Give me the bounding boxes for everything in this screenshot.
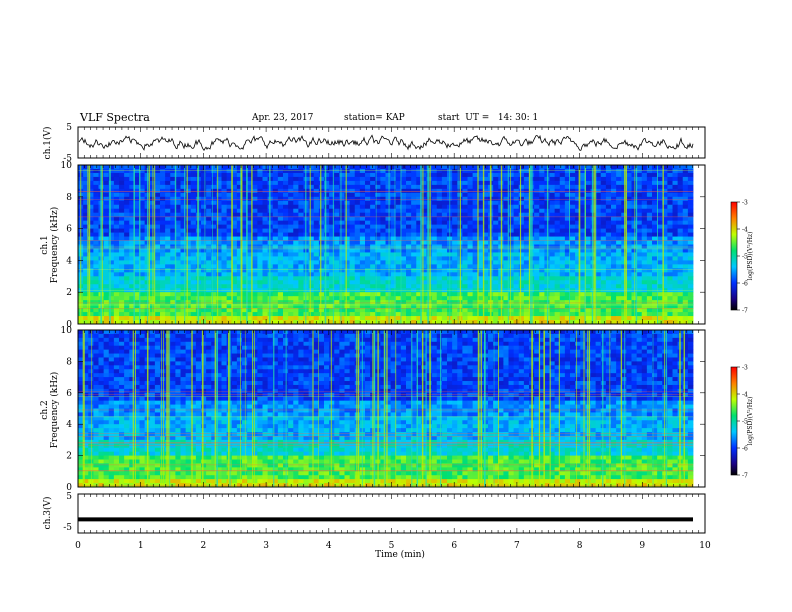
ch1-spectrogram (78, 165, 694, 325)
spec-ytick-label: 6 (66, 389, 72, 399)
station-label: station= KAP (344, 113, 405, 123)
ch1-waveform-panel: 5 -5 ch.1(V) (42, 123, 706, 164)
colorbar-tick-label: -5 (742, 254, 748, 261)
figure-title: VLF Spectra (80, 111, 150, 124)
ch1-spectrogram-panel: 0 2 4 6 8 10 ch.1 Frequency (kHz) (40, 161, 706, 330)
ch3-ylabel: ch.3(V) (42, 497, 53, 530)
colorbar-tick-label: -3 (742, 200, 748, 207)
ch2-spec-ylabel-prefix: ch.2 (40, 400, 50, 419)
ch1-ylabel: ch.1(V) (42, 127, 53, 160)
spec-ytick-label: 10 (61, 161, 73, 171)
colorbar-tick-label: -4 (742, 392, 748, 399)
x-tick-label: 6 (451, 541, 457, 551)
spec-ytick-label: 4 (66, 420, 72, 430)
spec-ytick-label: 4 (66, 256, 72, 266)
ch1-trace (78, 134, 694, 152)
ch2-spec-ylabel: Frequency (kHz) (49, 372, 60, 449)
x-axis: 0 1 2 3 4 5 6 7 8 9 10 (75, 127, 711, 551)
colorbar-tick-label: -6 (742, 281, 748, 288)
colorbar-1: -3 -4 -5 -6 -7 log(PSD)(V²/Hz) (730, 200, 754, 315)
spec-ytick-label: 2 (66, 452, 72, 462)
ch1-ytick-top: 5 (66, 123, 72, 133)
ch3-waveform-panel: 5 -5 ch.3(V) (42, 492, 706, 534)
start-time-label: start UT = 14: 30: 1 (438, 113, 539, 123)
x-tick-label: 1 (138, 541, 144, 551)
colorbar-tick-label: -3 (742, 365, 748, 372)
x-tick-label: 10 (699, 541, 711, 551)
ch1-ytick-bottom: -5 (63, 154, 72, 164)
colorbar-tick-label: -7 (742, 473, 748, 480)
spec-ytick-label: 6 (66, 225, 72, 235)
x-tick-label: 9 (639, 541, 645, 551)
spec-ytick-label: 0 (66, 483, 72, 493)
x-tick-label: 7 (514, 541, 520, 551)
colorbar-tick-label: -4 (742, 227, 748, 234)
spec-ytick-label: 8 (66, 357, 72, 367)
ch1-spec-ylabel-prefix: ch.1 (40, 235, 50, 254)
x-tick-label: 5 (389, 541, 395, 551)
x-axis-label: Time (min) (375, 549, 425, 560)
ch3-ytick-bottom: -5 (63, 523, 72, 533)
spec-ytick-label: 2 (66, 288, 72, 298)
x-tick-label: 4 (326, 541, 332, 551)
x-tick-label: 2 (201, 541, 207, 551)
spec-ytick-label: 10 (61, 326, 73, 336)
ch2-spectrogram (78, 330, 694, 488)
colorbar-tick-label: -6 (742, 446, 748, 453)
spec-ytick-label: 0 (66, 320, 72, 330)
colorbar-2-label: log(PSD)(V²/Hz) (747, 397, 754, 446)
colorbar-tick-label: -7 (742, 308, 748, 315)
colorbar-2: -3 -4 -5 -6 -7 log(PSD)(V²/Hz) (730, 365, 754, 480)
x-tick-label: 0 (75, 541, 81, 551)
colorbar-1-label: log(PSD)(V²/Hz) (747, 232, 754, 281)
spec-ytick-label: 8 (66, 193, 72, 203)
x-tick-label: 3 (263, 541, 269, 551)
ch3-ytick-top: 5 (66, 492, 72, 502)
ch2-spectrogram-panel: 0 2 4 6 8 10 ch.2 Frequency (kHz) (40, 326, 706, 493)
date-label: Apr. 23, 2017 (252, 113, 314, 123)
x-tick-label: 8 (577, 541, 583, 551)
colorbar-tick-label: -5 (742, 419, 748, 426)
ch1-spec-ylabel: Frequency (kHz) (49, 207, 60, 284)
